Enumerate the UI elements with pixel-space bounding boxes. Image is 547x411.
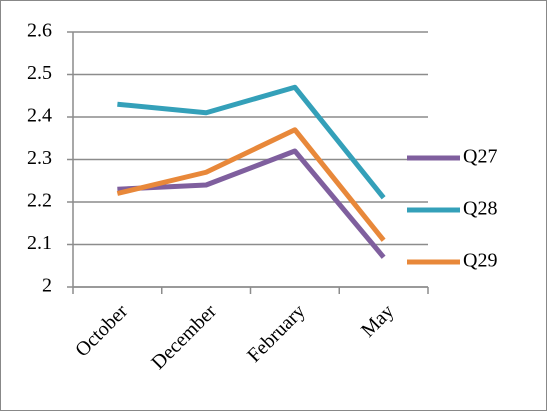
y-tick-label: 2.2 [27,190,52,212]
series-line [117,148,386,259]
y-tick-label: 2.4 [27,105,52,127]
y-tick-label: 2.5 [27,62,52,84]
legend-label: Q28 [463,198,497,220]
legend-label: Q27 [463,146,497,168]
series-line [117,84,386,200]
y-tick-label: 2.3 [27,147,52,169]
legend-label: Q29 [463,250,497,272]
series-line [116,127,386,242]
y-tick-label: 2.6 [27,20,52,42]
y-tick-label: 2 [42,275,52,297]
y-tick-label: 2.1 [27,232,52,254]
